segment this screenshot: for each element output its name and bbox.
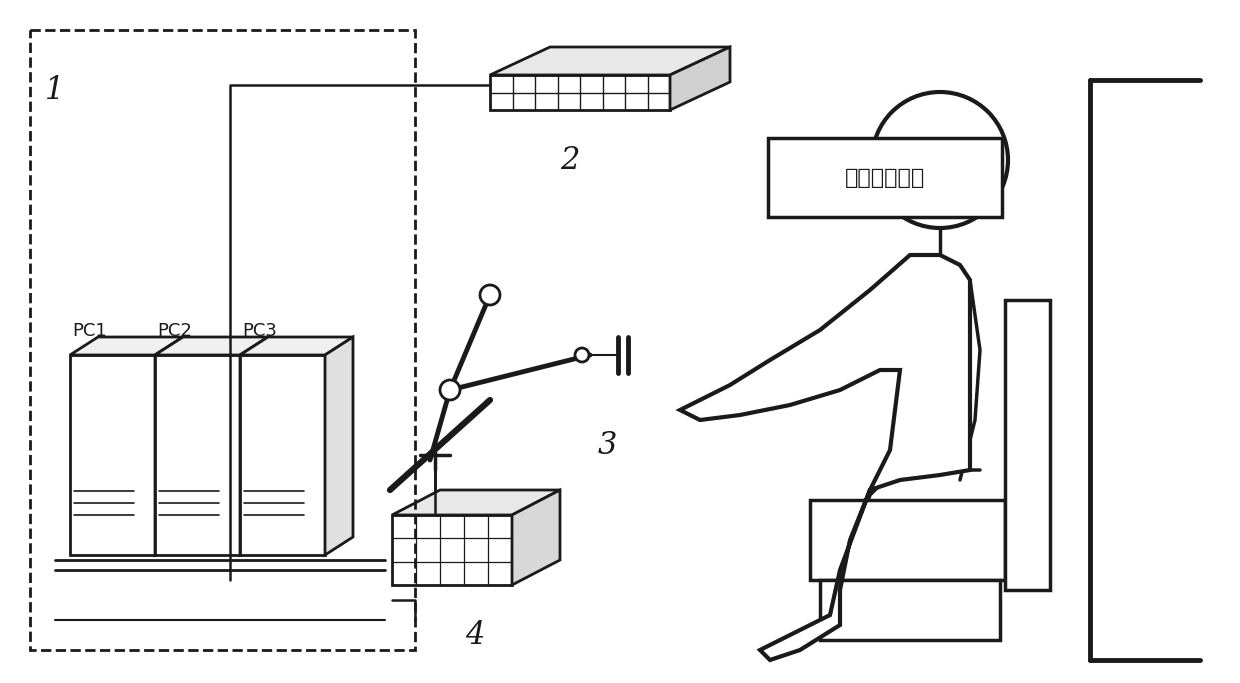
Circle shape (480, 285, 500, 305)
Text: PC2: PC2 (157, 322, 192, 340)
Polygon shape (325, 337, 353, 555)
Polygon shape (155, 355, 241, 555)
Polygon shape (69, 337, 184, 355)
Circle shape (440, 380, 460, 400)
Text: 虚拟显示设备: 虚拟显示设备 (844, 168, 925, 188)
Polygon shape (392, 515, 512, 585)
Polygon shape (69, 355, 155, 555)
Text: 1: 1 (45, 75, 64, 106)
Polygon shape (810, 500, 1004, 580)
Text: 4: 4 (465, 620, 485, 651)
Polygon shape (512, 490, 560, 585)
Polygon shape (241, 337, 353, 355)
Polygon shape (490, 75, 670, 110)
Polygon shape (820, 580, 999, 640)
Circle shape (575, 348, 589, 362)
Polygon shape (155, 337, 184, 555)
Text: 2: 2 (560, 145, 579, 176)
Polygon shape (680, 255, 970, 660)
Polygon shape (1004, 300, 1050, 590)
FancyBboxPatch shape (768, 138, 1002, 217)
Polygon shape (241, 355, 325, 555)
Polygon shape (241, 337, 268, 555)
Polygon shape (670, 47, 730, 110)
Circle shape (872, 92, 1008, 228)
Text: 3: 3 (598, 430, 618, 461)
Text: PC1: PC1 (72, 322, 107, 340)
Polygon shape (155, 337, 268, 355)
Polygon shape (490, 47, 730, 75)
Polygon shape (392, 490, 560, 515)
Text: PC3: PC3 (242, 322, 277, 340)
